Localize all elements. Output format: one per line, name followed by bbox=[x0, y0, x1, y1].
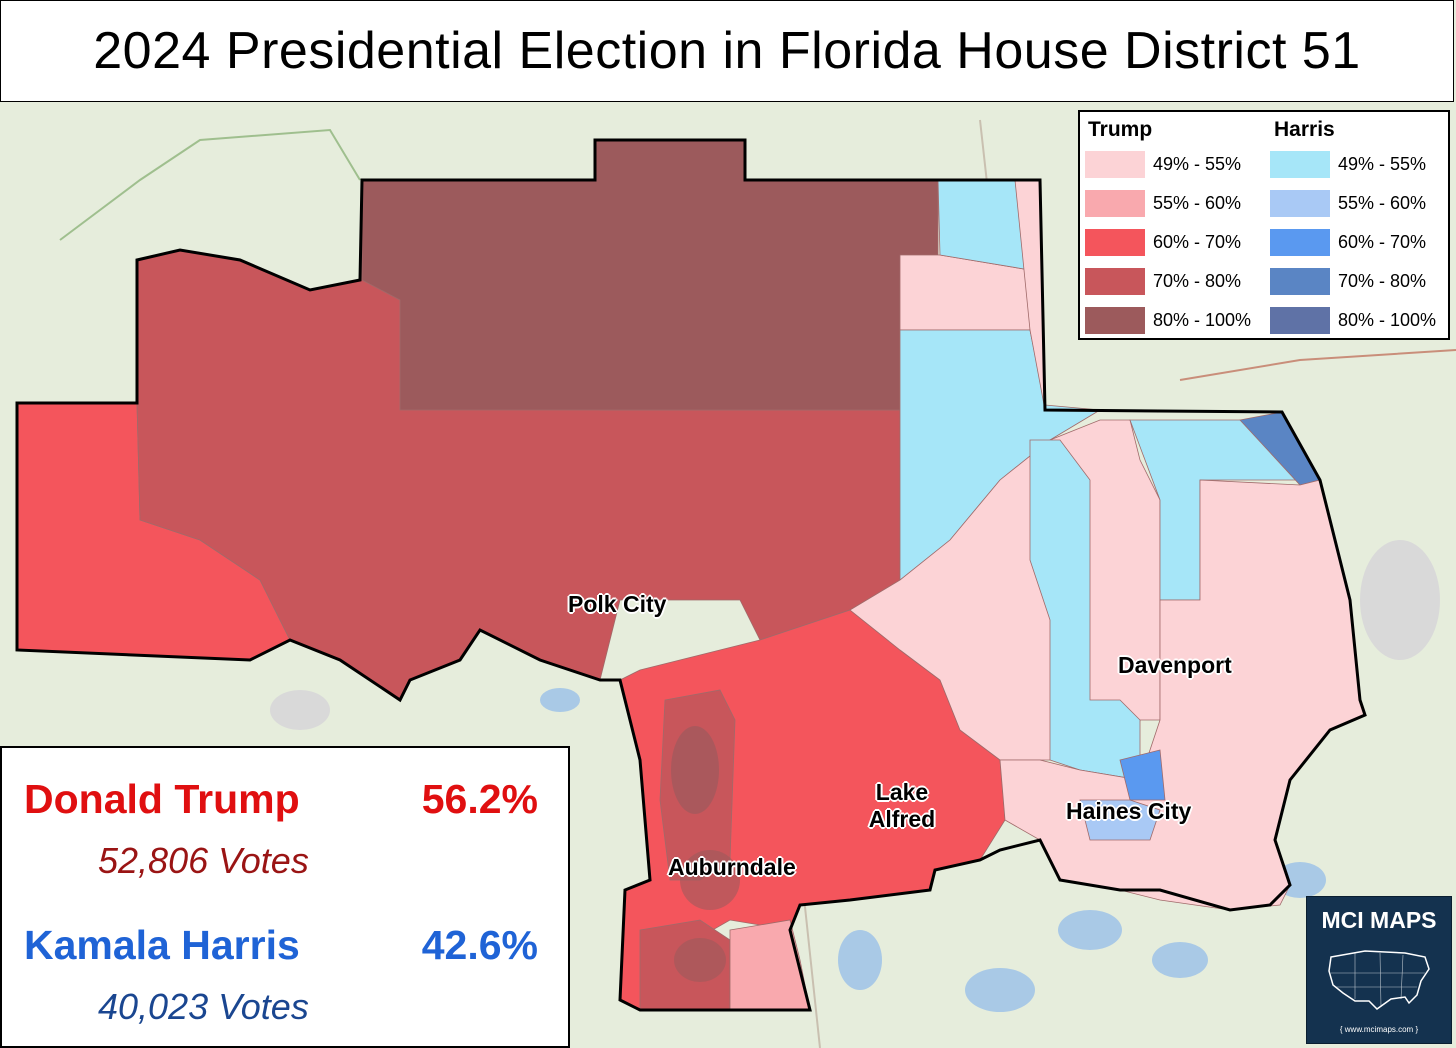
legend-swatch bbox=[1270, 306, 1330, 334]
legend-item: 80% - 100% bbox=[1085, 305, 1255, 335]
legend-item: 70% - 80% bbox=[1085, 266, 1255, 296]
legend-label: 80% - 100% bbox=[1153, 309, 1252, 330]
legend-label: 80% - 100% bbox=[1338, 309, 1437, 330]
lake bbox=[838, 930, 882, 990]
place-label-davenport: Davenport bbox=[1118, 652, 1232, 678]
lake bbox=[1152, 942, 1208, 978]
place-label-polk-city: Polk City bbox=[568, 591, 667, 617]
map-title: 2024 Presidential Election in Florida Ho… bbox=[93, 22, 1361, 80]
basemap-road bbox=[1179, 349, 1456, 381]
place-label-haines-city: Haines City bbox=[1066, 798, 1192, 824]
precinct-harris-60-70 bbox=[1119, 749, 1166, 801]
mci-maps-logo: MCI MAPS { www.mcimaps.com } bbox=[1306, 896, 1452, 1044]
legend-label: 49% - 55% bbox=[1338, 153, 1427, 174]
logo-url: { www.mcimaps.com } bbox=[1339, 1025, 1419, 1034]
trump-percent: 56.2% bbox=[421, 776, 538, 822]
legend-swatch bbox=[1270, 228, 1330, 256]
legend-label: 70% - 80% bbox=[1153, 270, 1242, 291]
legend-label: 49% - 55% bbox=[1153, 153, 1242, 174]
trump-name: Donald Trump bbox=[24, 776, 300, 822]
place-label-lake-alfred: Lake Alfred bbox=[852, 779, 952, 833]
lake bbox=[540, 688, 580, 712]
basemap-road bbox=[59, 128, 361, 241]
legend-item: 70% - 80% bbox=[1270, 266, 1440, 296]
legend-label: 55% - 60% bbox=[1153, 192, 1242, 213]
district-outline bbox=[15, 138, 1367, 1012]
place-label-lake-alfred-line1: Lake bbox=[875, 779, 929, 805]
harris-votes: 40,023 Votes bbox=[98, 986, 309, 1027]
city-shade bbox=[674, 938, 726, 982]
legend-label: 70% - 80% bbox=[1338, 270, 1427, 291]
harris-name: Kamala Harris bbox=[24, 922, 300, 968]
precinct-harris-49-55 bbox=[1029, 439, 1141, 781]
legend-item: 60% - 70% bbox=[1085, 227, 1255, 257]
legend-item: 55% - 60% bbox=[1270, 188, 1440, 218]
legend-label: 55% - 60% bbox=[1338, 192, 1427, 213]
precinct-harris-55-60 bbox=[1079, 799, 1161, 841]
harris-percent: 42.6% bbox=[421, 922, 538, 968]
legend-label: 60% - 70% bbox=[1153, 231, 1242, 252]
urban-area bbox=[1360, 540, 1440, 660]
legend-swatch bbox=[1085, 306, 1145, 334]
legend-item: 55% - 60% bbox=[1085, 188, 1255, 218]
title-box: 2024 Presidential Election in Florida Ho… bbox=[0, 0, 1454, 102]
legend-item: 49% - 55% bbox=[1085, 149, 1255, 179]
urban-area bbox=[270, 690, 330, 730]
legend-swatch bbox=[1085, 267, 1145, 295]
usa-map-icon bbox=[1328, 950, 1430, 1010]
city-shade bbox=[671, 726, 719, 814]
legend-item: 60% - 70% bbox=[1270, 227, 1440, 257]
legend-swatch bbox=[1270, 150, 1330, 178]
precinct-fills bbox=[16, 139, 1366, 1011]
legend-swatch bbox=[1270, 189, 1330, 217]
trump-votes: 52,806 Votes bbox=[98, 840, 309, 881]
legend-trump-header: Trump bbox=[1088, 118, 1153, 141]
lake bbox=[965, 968, 1035, 1012]
city-shade bbox=[680, 850, 740, 910]
legend-item: 49% - 55% bbox=[1270, 149, 1440, 179]
results-box: Donald Trump 56.2% 52,806 Votes Kamala H… bbox=[0, 746, 570, 1048]
legend-harris-header: Harris bbox=[1274, 118, 1335, 141]
legend-swatch bbox=[1085, 228, 1145, 256]
place-label-lake-alfred-line2: Alfred bbox=[868, 806, 936, 832]
legend-label: 60% - 70% bbox=[1338, 231, 1427, 252]
legend-swatch bbox=[1270, 267, 1330, 295]
legend-swatch bbox=[1085, 150, 1145, 178]
lake bbox=[1058, 910, 1122, 950]
legend-item: 80% - 100% bbox=[1270, 305, 1440, 335]
legend: Trump Harris 49% - 55% 55% - 60% 60% - 7… bbox=[1078, 110, 1450, 340]
place-label-auburndale: Auburndale bbox=[668, 854, 796, 880]
logo-name: MCI MAPS bbox=[1321, 907, 1437, 933]
legend-swatch bbox=[1085, 189, 1145, 217]
